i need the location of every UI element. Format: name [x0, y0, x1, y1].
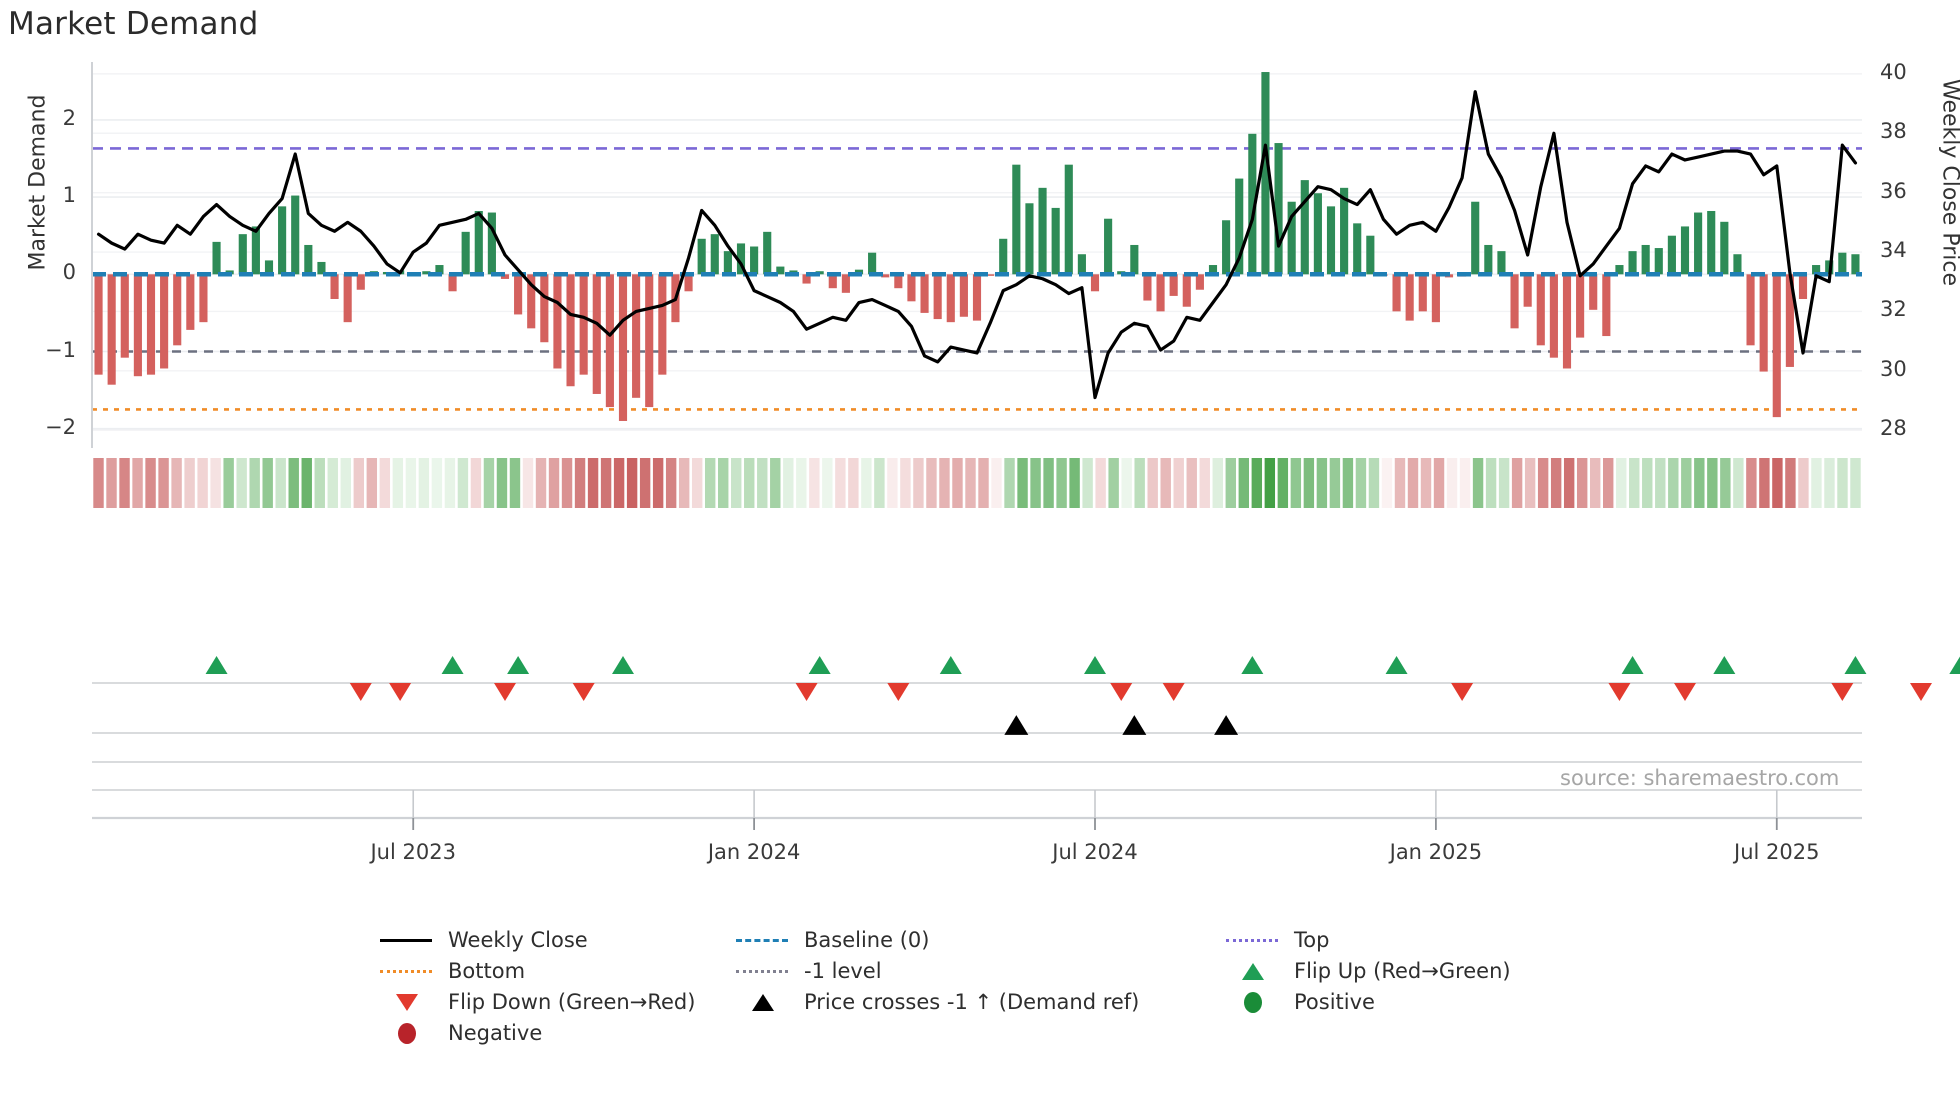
- page-title: Market Demand: [8, 6, 259, 42]
- legend-item[interactable]: Price crosses -1 ↑ (Demand ref): [734, 987, 1224, 1017]
- dashed-line-blue-icon: [734, 928, 790, 952]
- legend-item-label: Positive: [1294, 990, 1375, 1014]
- y-tick-left-2: 0: [62, 260, 76, 285]
- y-tick-right-1: 38: [1880, 119, 1907, 144]
- legend-item[interactable]: Top: [1224, 925, 1624, 955]
- demand-heatmap-strip: [93, 458, 1861, 508]
- x-tick-2: Jul 2024: [1052, 840, 1138, 864]
- y-tick-right-6: 28: [1880, 416, 1907, 441]
- legend-item[interactable]: Flip Down (Green→Red): [378, 987, 734, 1017]
- legend-item-label: Baseline (0): [804, 928, 930, 952]
- dotted-line-purple-icon: [1224, 928, 1280, 952]
- y-tick-right-4: 32: [1880, 297, 1907, 322]
- y-tick-right-5: 30: [1880, 356, 1907, 381]
- legend-item-label: Bottom: [448, 959, 526, 983]
- y-tick-right-0: 40: [1880, 59, 1907, 84]
- y-tick-right-2: 36: [1880, 178, 1907, 203]
- chart-legend: Weekly Close Baseline (0) Top Bottom -1 leve…: [378, 925, 1698, 1048]
- legend-item-label: Weekly Close: [448, 928, 588, 952]
- legend-item[interactable]: Baseline (0): [734, 925, 1224, 955]
- legend-item-label: Price crosses -1 ↑ (Demand ref): [804, 990, 1140, 1014]
- triangle-up-green-icon: [1224, 959, 1280, 983]
- circle-green-icon: [1224, 990, 1280, 1014]
- axis-lines: [91, 62, 1862, 830]
- y-tick-left-4: −2: [45, 414, 76, 439]
- y-tick-left-1: 1: [62, 183, 76, 208]
- y-tick-left-3: −1: [45, 337, 76, 362]
- legend-item[interactable]: Flip Up (Red→Green): [1224, 956, 1624, 986]
- legend-item[interactable]: Positive: [1224, 987, 1624, 1017]
- x-tick-4: Jul 2025: [1734, 840, 1820, 864]
- legend-item[interactable]: Weekly Close: [378, 925, 734, 955]
- legend-item[interactable]: -1 level: [734, 956, 1224, 986]
- signal-markers: [92, 655, 1960, 791]
- legend-item[interactable]: Bottom: [378, 956, 734, 986]
- legend-item-label: Negative: [448, 1021, 543, 1045]
- legend-item-label: Flip Up (Red→Green): [1294, 959, 1511, 983]
- x-tick-3: Jan 2025: [1389, 840, 1483, 864]
- legend-item-label: Flip Down (Green→Red): [448, 990, 696, 1014]
- circle-red-icon: [378, 1021, 434, 1045]
- x-tick-1: Jan 2024: [707, 840, 801, 864]
- y-tick-right-3: 34: [1880, 238, 1907, 263]
- triangle-down-red-icon: [378, 990, 434, 1014]
- legend-item[interactable]: Negative: [378, 1018, 734, 1048]
- grid-lines: [92, 73, 1862, 431]
- legend-item-label: -1 level: [804, 959, 882, 983]
- dotted-line-gray-icon: [734, 959, 790, 983]
- weekly-close-line: [96, 90, 1858, 400]
- dotted-line-orange-icon: [378, 959, 434, 983]
- solid-line-black-icon: [378, 928, 434, 952]
- demand-bars: [92, 72, 1862, 421]
- triangle-up-black-icon: [734, 990, 790, 1014]
- source-note: source: sharemaestro.com: [1560, 766, 1840, 790]
- legend-item-label: Top: [1294, 928, 1330, 952]
- y-tick-left-0: 2: [62, 105, 76, 130]
- x-tick-0: Jul 2023: [370, 840, 456, 864]
